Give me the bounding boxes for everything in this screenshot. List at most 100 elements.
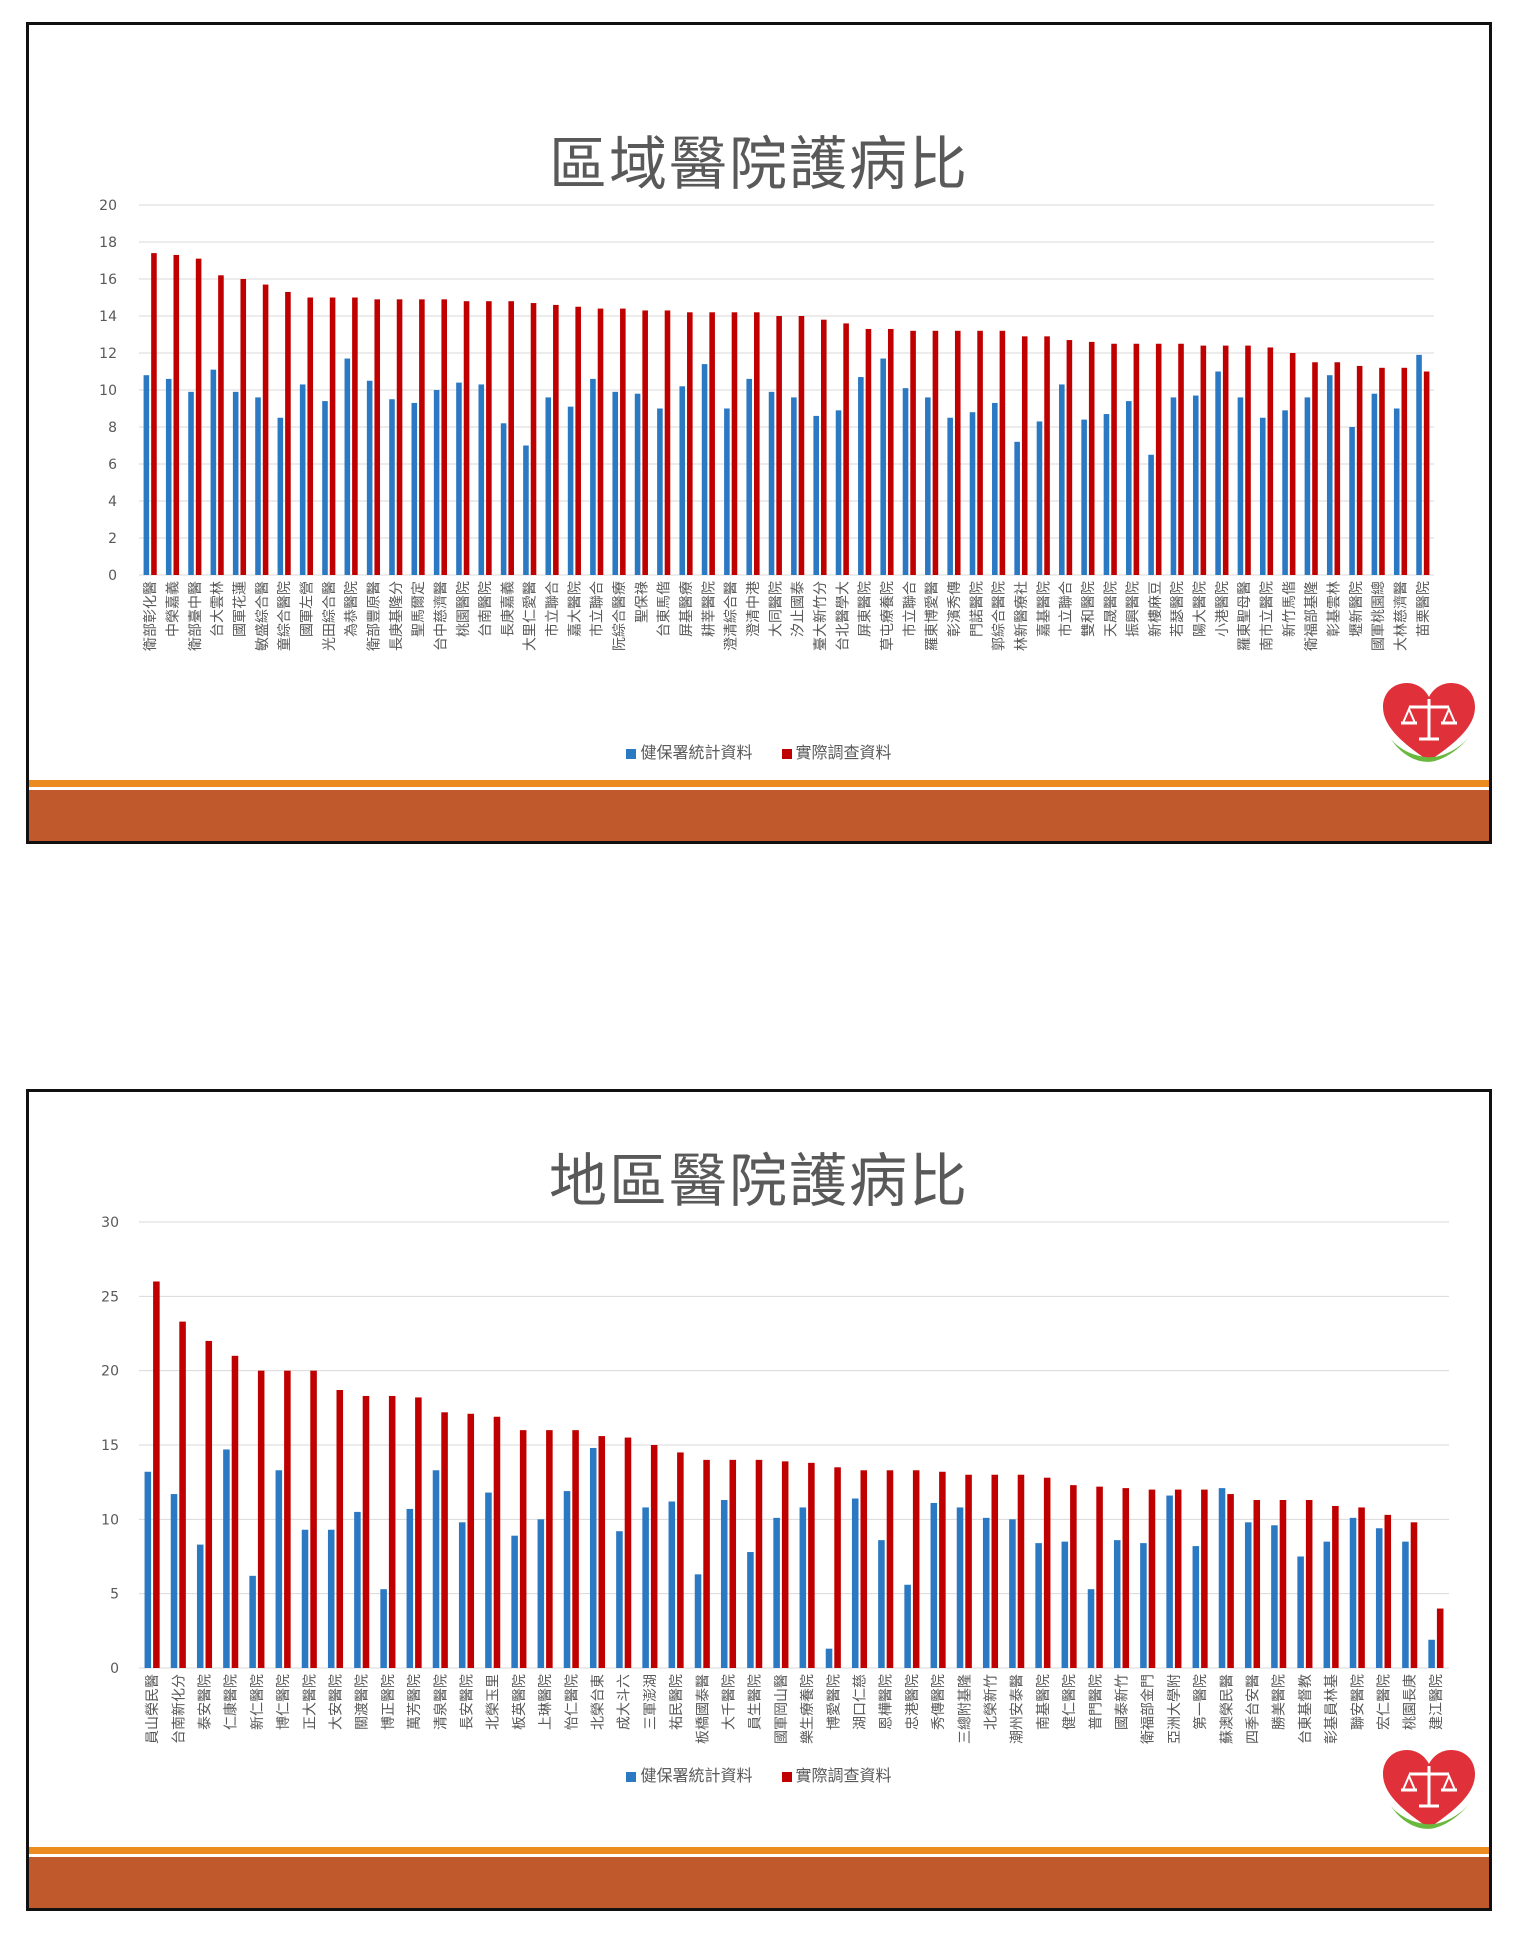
bar-stat <box>1125 401 1132 575</box>
x-tick-label: 衛福部基隆 <box>1303 581 1320 651</box>
y-tick-label: 20 <box>99 198 117 214</box>
bar-stat <box>210 369 217 575</box>
bar-stat <box>1371 393 1378 575</box>
legend-swatch-survey <box>781 748 792 759</box>
legend-label-survey: 實際調查資料 <box>795 743 892 762</box>
bar-survey <box>1332 1505 1339 1668</box>
x-tick-label: 苗栗醫院 <box>1416 581 1432 637</box>
footer-accent-line <box>29 1847 1489 1854</box>
x-tick-label: 台南醫院 <box>478 581 494 637</box>
bar-survey <box>195 258 202 575</box>
bar-survey <box>463 301 470 575</box>
y-tick-label: 5 <box>110 1587 119 1603</box>
bar-survey <box>508 301 514 575</box>
x-tick-label: 員生醫院 <box>748 1674 764 1730</box>
bar-stat <box>1170 397 1177 575</box>
x-tick-label: 桃園長庚 <box>1403 1674 1419 1730</box>
bar-survey <box>1222 345 1229 575</box>
x-tick-label: 衛部臺中醫 <box>188 581 204 651</box>
footer-bar <box>29 1857 1489 1908</box>
bar-survey <box>781 1461 789 1668</box>
x-tick-label: 為恭醫院 <box>344 581 360 637</box>
bar-stat <box>746 378 753 575</box>
x-tick-label: 大林慈濟醫 <box>1394 581 1410 651</box>
bar-stat <box>1282 410 1288 575</box>
bar-stat <box>724 408 730 575</box>
bar-stat <box>389 399 395 575</box>
bar-survey <box>285 291 291 575</box>
bar-survey <box>205 1340 213 1668</box>
bar-survey <box>709 312 715 575</box>
bar-stat <box>456 382 462 575</box>
bar-stat <box>1036 421 1043 575</box>
x-tick-label: 耕莘醫院 <box>700 581 717 637</box>
bar-survey <box>374 299 381 575</box>
bar-stat <box>545 397 552 575</box>
x-tick-label: 彰基員林基 <box>1323 1674 1340 1744</box>
bar-stat <box>1416 354 1422 575</box>
bar-stat <box>500 423 507 575</box>
bar-stat <box>458 1522 466 1668</box>
bar-survey <box>977 330 983 575</box>
bar-survey <box>572 1430 579 1668</box>
legend-item-survey: 實際調查資料 <box>781 1762 892 1786</box>
x-tick-label: 市立聯合 <box>544 581 561 637</box>
bar-survey <box>677 1452 684 1668</box>
bar-survey <box>1289 353 1296 575</box>
bar-survey <box>486 301 492 575</box>
x-tick-label: 彰濱秀傳 <box>946 581 963 637</box>
x-tick-label: 大千醫院 <box>722 1674 738 1730</box>
bar-stat <box>747 1552 754 1668</box>
bar-stat <box>668 1501 676 1668</box>
chart-title-district: 地區醫院護病比 <box>548 1147 969 1215</box>
y-tick-label: 6 <box>108 457 117 473</box>
x-tick-label: 勝美醫院 <box>1272 1674 1288 1730</box>
bar-stat <box>634 393 641 575</box>
bar-stat <box>1393 408 1400 575</box>
bar-survey <box>865 328 872 575</box>
bar-stat <box>1148 454 1154 575</box>
bar-stat <box>694 1574 702 1668</box>
bar-survey <box>151 253 157 575</box>
bar-stat <box>813 415 819 575</box>
x-tick-label: 長庚基隆分 <box>388 581 405 651</box>
x-tick-label: 關渡醫院 <box>355 1674 371 1730</box>
x-tick-label: 大安醫院 <box>329 1674 345 1730</box>
x-tick-label: 汐止國泰 <box>791 581 807 637</box>
bar-stat <box>366 380 373 575</box>
legend-swatch-stat <box>626 1771 637 1782</box>
bar-stat <box>642 1507 649 1668</box>
x-tick-label: 衛部豐原醫 <box>366 581 382 651</box>
x-tick-label: 台東馬偕 <box>656 581 673 637</box>
y-tick-label: 30 <box>101 1215 119 1231</box>
bar-survey <box>1122 1488 1130 1668</box>
bar-survey <box>754 312 760 575</box>
bar-survey <box>1253 1500 1261 1668</box>
bar-survey <box>388 1395 396 1668</box>
bar-survey <box>419 299 425 575</box>
y-tick-label: 25 <box>101 1289 119 1305</box>
bar-survey <box>624 1437 632 1668</box>
x-tick-label: 秀傳醫院 <box>931 1674 947 1730</box>
bar-stat <box>1402 1541 1409 1668</box>
bar-stat <box>523 445 529 575</box>
bar-survey <box>441 299 448 575</box>
bar-survey <box>307 297 314 575</box>
x-tick-label: 普門醫院 <box>1088 1674 1104 1730</box>
bar-stat <box>478 384 485 575</box>
bar-stat <box>380 1589 387 1668</box>
x-tick-label: 清泉醫院 <box>432 1674 449 1730</box>
x-tick-label: 臺大新竹分 <box>813 581 829 651</box>
bar-survey <box>1017 1474 1025 1668</box>
bar-stat <box>301 1529 309 1668</box>
bar-survey <box>597 308 604 575</box>
x-tick-label: 國軍左營 <box>299 581 315 637</box>
legend-item-stat: 健保署統計資料 <box>626 739 752 763</box>
bar-stat <box>799 1507 807 1668</box>
bar-stat <box>165 378 172 575</box>
x-tick-label: 大同醫院 <box>768 581 784 637</box>
bar-stat <box>956 1507 964 1668</box>
y-tick-label: 4 <box>108 494 117 510</box>
bar-stat <box>1192 1546 1200 1668</box>
bar-survey <box>1423 371 1430 575</box>
